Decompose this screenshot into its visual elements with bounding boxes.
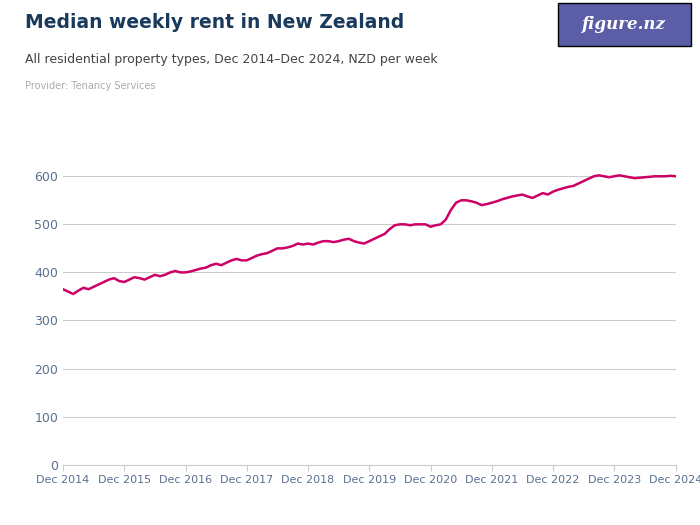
FancyBboxPatch shape [558,3,691,46]
Text: figure.nz: figure.nz [582,16,666,33]
Text: Median weekly rent in New Zealand: Median weekly rent in New Zealand [25,13,404,32]
Text: All residential property types, Dec 2014–Dec 2024, NZD per week: All residential property types, Dec 2014… [25,52,437,66]
Text: Provider: Tenancy Services: Provider: Tenancy Services [25,81,155,91]
